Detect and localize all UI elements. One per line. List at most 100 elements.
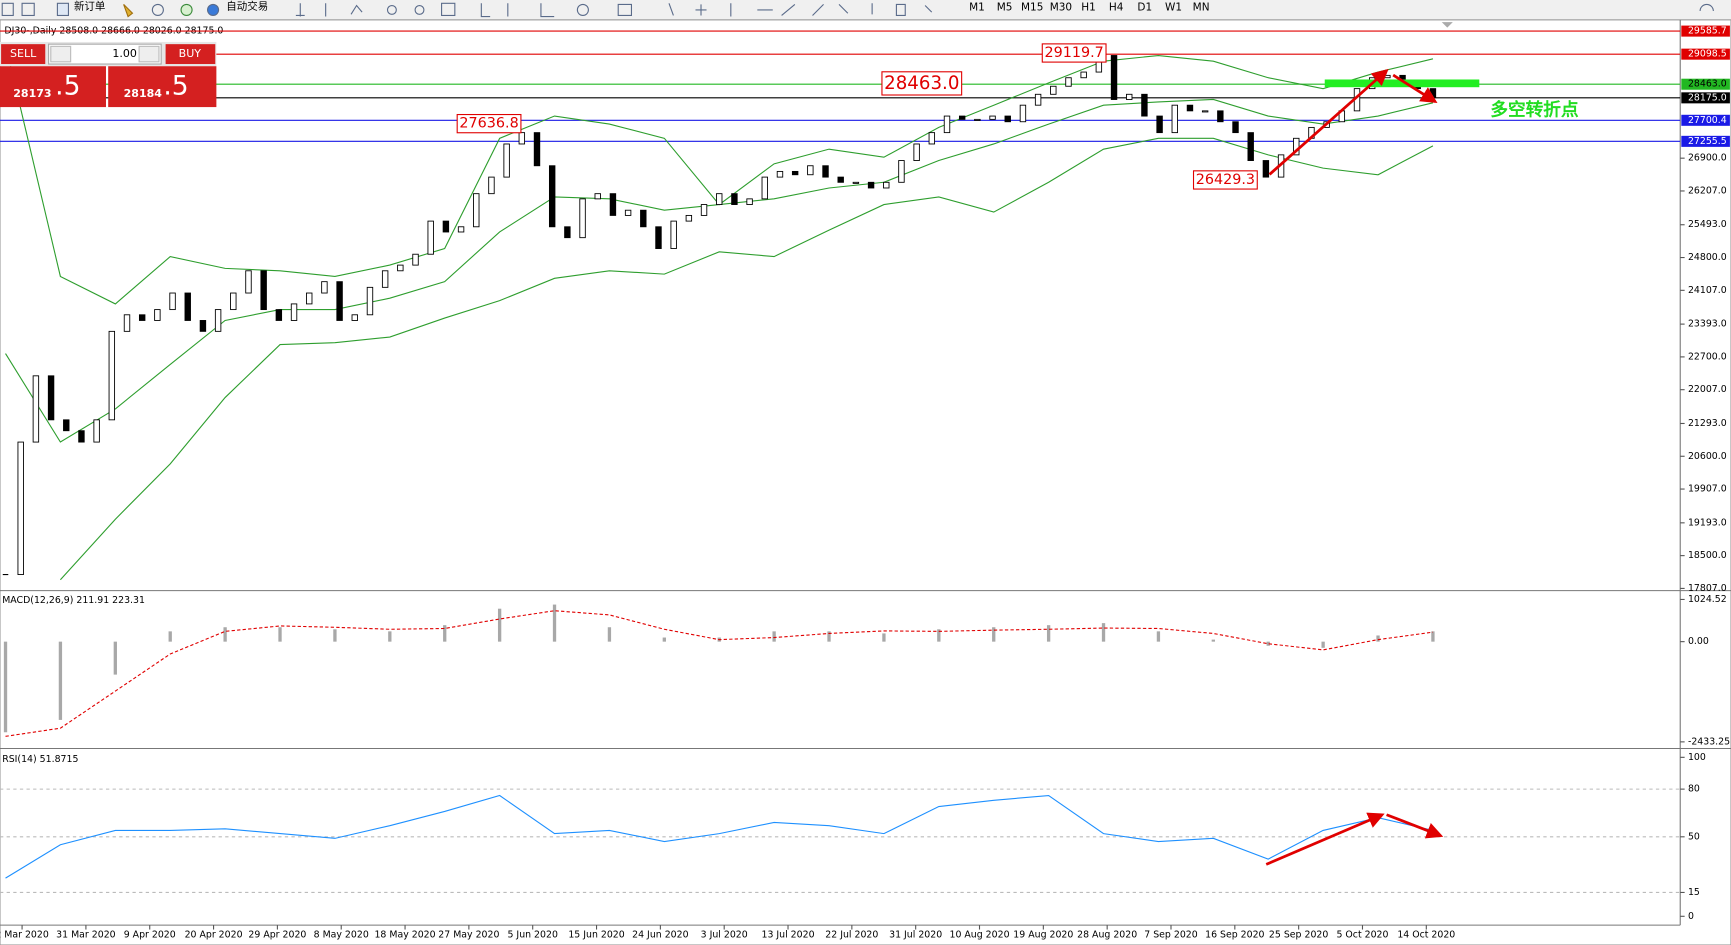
candle — [640, 209, 647, 228]
level-label: 29098.5 — [1688, 49, 1727, 60]
candle — [1384, 74, 1391, 79]
y-tick-label: 17807.0 — [1688, 583, 1727, 594]
volume-field[interactable] — [48, 43, 162, 65]
macd-bar — [58, 641, 63, 720]
candle — [716, 193, 723, 205]
macd-bar — [992, 627, 996, 642]
macd-bar — [552, 604, 557, 642]
timeframe-button[interactable]: M1 — [969, 2, 985, 14]
x-tick-label: 9 Apr 2020 — [124, 930, 176, 941]
candle — [412, 253, 419, 266]
candle — [1065, 77, 1072, 87]
icon[interactable] — [441, 2, 456, 17]
timeframe-button[interactable]: H1 — [1081, 2, 1096, 14]
macd-bar — [607, 627, 612, 642]
timeframe-button[interactable]: M15 — [1021, 2, 1043, 14]
price-annotation: 27636.8 — [459, 116, 518, 132]
new-order-button[interactable]: 新订单 — [74, 0, 105, 13]
timeframe-button[interactable]: H4 — [1109, 2, 1124, 14]
auto-trading-icon[interactable] — [206, 3, 220, 17]
level-label: 28175.0 — [1688, 92, 1727, 103]
candle — [184, 292, 191, 321]
timeframe-button[interactable]: M5 — [997, 2, 1013, 14]
volume-down[interactable] — [50, 45, 72, 63]
level-tag — [1681, 78, 1730, 90]
candle — [518, 132, 526, 145]
macd-bar — [497, 608, 502, 642]
x-tick-label: 25 Sep 2020 — [1269, 930, 1328, 941]
ask-price[interactable]: 28184 — [124, 87, 163, 100]
macd-bar — [278, 627, 282, 642]
candle — [1080, 71, 1087, 79]
timeframe-button[interactable]: M30 — [1050, 2, 1072, 14]
macd-bar — [168, 631, 172, 642]
timeframe-button[interactable]: W1 — [1165, 2, 1182, 14]
candle — [93, 419, 100, 443]
bid-fraction[interactable]: .5 — [55, 71, 80, 102]
icon[interactable] — [123, 4, 134, 18]
timeframe-button[interactable]: D1 — [1137, 2, 1152, 14]
icon[interactable] — [480, 3, 933, 18]
candle — [351, 314, 358, 321]
candle — [169, 292, 176, 311]
icon[interactable] — [21, 2, 35, 17]
candle — [655, 226, 662, 249]
trade-panel: SELL 1.00 BUY 28173 .5 28184 .5 — [0, 41, 217, 108]
icon[interactable] — [151, 3, 164, 17]
icon[interactable] — [180, 3, 193, 17]
candle — [1110, 55, 1118, 100]
bid-price[interactable]: 28173 — [13, 87, 51, 100]
macd-bar — [223, 627, 227, 642]
macd-bar — [1211, 639, 1215, 642]
icon[interactable] — [295, 3, 425, 17]
level-tag — [1681, 92, 1730, 104]
y-tick-label: 20600.0 — [1688, 451, 1727, 462]
note: 多空转折点 — [1490, 98, 1579, 120]
candle — [989, 115, 996, 120]
y-tick-label: 15 — [1688, 887, 1700, 898]
buy-button[interactable] — [165, 44, 216, 65]
candle — [670, 220, 677, 249]
candle — [473, 193, 480, 228]
timeframe-button[interactable]: MN — [1193, 2, 1210, 14]
candle — [381, 270, 389, 288]
level-label: 27255.5 — [1688, 136, 1727, 147]
candle — [974, 118, 981, 121]
price-annotation: 26429.3 — [1196, 172, 1255, 188]
sell-label[interactable]: SELL — [10, 47, 37, 60]
candle — [108, 330, 116, 421]
ask-box[interactable] — [108, 66, 217, 108]
candle — [1201, 110, 1209, 113]
icon[interactable] — [1699, 3, 1714, 12]
trend-arrows — [1265, 68, 1444, 866]
candle — [685, 214, 693, 222]
x-tick-label: 29 Apr 2020 — [248, 930, 306, 941]
y-tick-label: 24107.0 — [1688, 285, 1727, 296]
level-tag — [1681, 25, 1730, 37]
resistance-highlight — [1324, 79, 1480, 88]
candle — [1171, 104, 1178, 134]
toolbar-labels: 新订单 自动交易 M1 M5 M15 M30 H1 H4 D1 W1 MN — [74, 0, 1210, 14]
candle — [594, 193, 601, 200]
candle — [290, 303, 298, 321]
x-tick-label: 28 Aug 2020 — [1077, 930, 1137, 941]
sell-button[interactable] — [1, 44, 46, 65]
candle — [138, 314, 146, 321]
buy-label[interactable]: BUY — [179, 47, 202, 60]
volume-up[interactable] — [138, 45, 160, 63]
ask-fraction[interactable]: .5 — [163, 71, 188, 102]
macd-bar — [1376, 635, 1380, 642]
new-order-icon[interactable] — [56, 2, 69, 17]
macd-bar — [333, 629, 337, 642]
y-tick-label: 24800.0 — [1688, 252, 1727, 263]
icon[interactable] — [1, 2, 14, 17]
candle — [867, 181, 875, 189]
volume-value[interactable]: 1.00 — [112, 47, 137, 60]
price-annotation: 28463.0 — [884, 73, 959, 94]
auto-trading-button[interactable]: 自动交易 — [226, 0, 268, 13]
y-tick-label: 18500.0 — [1688, 550, 1727, 561]
y-tick-label: 80 — [1688, 784, 1700, 795]
x-tick-label: 3 Jul 2020 — [701, 930, 748, 941]
candle — [1126, 93, 1133, 100]
bid-box[interactable] — [0, 66, 106, 108]
